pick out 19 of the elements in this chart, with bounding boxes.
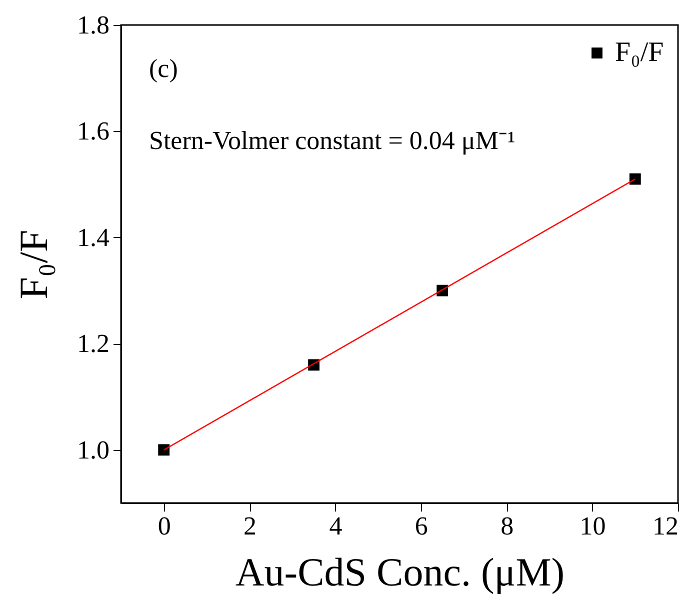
y-tick-label: 1.6 [77,116,110,146]
point [158,444,170,456]
y-tick-label: 1.2 [77,329,110,358]
point [629,173,641,185]
x-tick-label: 12 [652,512,678,540]
y-axis-title: F₀/F [11,230,56,300]
x-tick-label: 0 [158,512,171,540]
x-tick-label: 6 [414,512,428,540]
annotation: (c) [149,54,178,83]
x-tick-label: 8 [500,512,514,540]
x-axis-title: Au-CdS Conc. (μM) [235,550,565,594]
x-tick-label: 10 [580,512,606,540]
x-tick-label: 4 [329,512,342,540]
y-tick-label: 1.4 [77,222,110,252]
y-tick-label: 1.8 [77,10,110,40]
legend-label: F₀/F [615,37,664,68]
annotation: Stern-Volmer constant = 0.04 μM⁻¹ [149,126,516,155]
x-tick-label: 2 [244,512,257,540]
y-tick-label: 1.0 [77,435,110,464]
